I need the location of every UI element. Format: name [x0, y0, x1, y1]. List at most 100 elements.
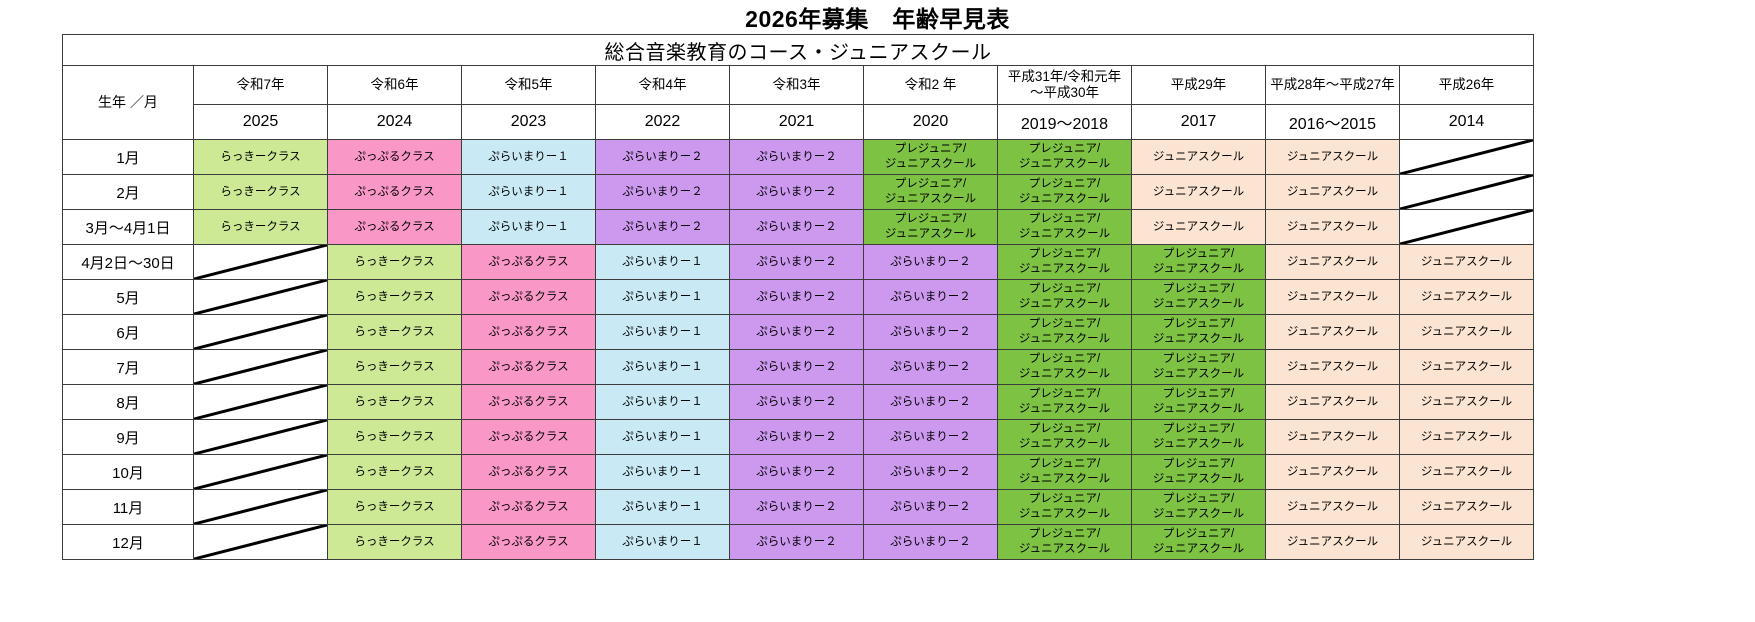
course-cell: ぷっぷるクラス — [461, 384, 596, 420]
era-label-line1: 令和7年 — [236, 77, 285, 93]
course-cell: らっきークラス — [327, 244, 462, 280]
course-cell: ジュニアスクール — [1265, 244, 1400, 280]
course-cell: ぷらいまりー２ — [863, 419, 998, 455]
table-body: 総合音楽教育のコース・ジュニアスクール 生年 ／月 令和7年 令和6年 令和5年 令和… — [61, 34, 1535, 560]
course-cell: ジュニアスクール — [1398, 314, 1535, 350]
course-cell: ジュニアスクール — [1398, 419, 1535, 455]
course-cell: らっきークラス — [193, 209, 328, 245]
course-cell: ジュニアスクール — [1265, 314, 1400, 350]
course-label-line: ジュニアスクール — [1018, 263, 1111, 275]
course-label-line: プレジュニア/ — [894, 143, 967, 156]
course-cell: ぷらいまりー１ — [595, 314, 730, 350]
course-label-line: プレジュニア/ — [1028, 353, 1101, 366]
western-year-header: 2014 — [1398, 104, 1535, 140]
course-label-line: プレジュニア/ — [1028, 213, 1101, 226]
course-cell: ぷらいまりー２ — [863, 279, 998, 315]
era-label-line1: 平成31年/令和元年 — [1007, 69, 1122, 85]
course-cell: プレジュニア/ジュニアスクール — [997, 419, 1132, 455]
course-cell: プレジュニア/ジュニアスクール — [1131, 454, 1266, 490]
course-cell: ぷっぷるクラス — [461, 349, 596, 385]
course-cell: プレジュニア/ジュニアスクール — [997, 489, 1132, 525]
course-cell: ぷらいまりー１ — [595, 384, 730, 420]
not-applicable-cell — [193, 454, 328, 490]
course-cell: ジュニアスクール — [1398, 384, 1535, 420]
course-cell: ぷっぷるクラス — [461, 489, 596, 525]
course-label-line: ジュニアスクール — [1018, 158, 1111, 170]
era-header-2016-2015: 平成28年〜平成27年 — [1265, 65, 1400, 105]
diagonal-slash-icon — [194, 420, 327, 454]
course-cell: ジュニアスクール — [1265, 419, 1400, 455]
course-cell: ぷらいまりー２ — [729, 279, 864, 315]
course-cell: プレジュニア/ジュニアスクール — [997, 174, 1132, 210]
course-cell: ジュニアスクール — [1398, 489, 1535, 525]
month-label: 5月 — [62, 279, 194, 315]
course-label-line: プレジュニア/ — [1162, 458, 1235, 471]
course-label-line: ジュニアスクール — [1018, 543, 1111, 555]
table-row: 8月 らっきークラス ぷっぷるクラス ぷらいまりー１ ぷらいまりー２ ぷらいまりー２ プレジ… — [62, 384, 1535, 420]
header-era-row: 生年 ／月 令和7年 令和6年 令和5年 令和4年 令和3年 令和2 年 平成31年/令和元… — [62, 65, 1535, 140]
course-label-line: ジュニアスクール — [1152, 333, 1245, 345]
birth-label-line1: 生年 — [98, 94, 127, 111]
course-cell: プレジュニア/ジュニアスクール — [997, 209, 1132, 245]
month-label: 9月 — [62, 419, 194, 455]
course-label-line: プレジュニア/ — [1162, 283, 1235, 296]
course-label-line: ジュニアスクール — [1018, 508, 1111, 520]
not-applicable-cell — [193, 244, 328, 280]
course-cell: らっきークラス — [327, 454, 462, 490]
course-cell: ぷっぷるクラス — [461, 454, 596, 490]
western-year-header: 2019〜2018 — [997, 104, 1132, 140]
birth-label-line2: ／月 — [129, 94, 158, 111]
era-label-line1: 令和2 年 — [904, 77, 957, 93]
era-label-line1: 令和3年 — [772, 77, 821, 93]
era-label-line1: 平成28年〜平成27年 — [1270, 77, 1395, 93]
course-cell: ぷらいまりー２ — [863, 524, 998, 560]
course-cell: らっきークラス — [327, 419, 462, 455]
western-year-header: 2020 — [863, 104, 998, 140]
course-cell: らっきークラス — [327, 384, 462, 420]
month-label: 2月 — [62, 174, 194, 210]
course-cell: プレジュニア/ジュニアスクール — [1131, 314, 1266, 350]
course-cell: らっきークラス — [327, 279, 462, 315]
course-cell: らっきークラス — [327, 314, 462, 350]
course-label-line: プレジュニア/ — [894, 178, 967, 191]
course-cell: プレジュニア/ジュニアスクール — [863, 209, 998, 245]
course-label-line: ジュニアスクール — [1018, 333, 1111, 345]
era-label-line1: 平成26年 — [1438, 77, 1495, 93]
western-year-header: 2022 — [595, 104, 730, 140]
table-row: 7月 らっきークラス ぷっぷるクラス ぷらいまりー１ ぷらいまりー２ ぷらいまりー２ プレジ… — [62, 349, 1535, 385]
course-label-line: ジュニアスクール — [1152, 298, 1245, 310]
course-label-line: プレジュニア/ — [1028, 318, 1101, 331]
western-year-header: 2017 — [1131, 104, 1266, 140]
not-applicable-cell — [193, 314, 328, 350]
course-cell: プレジュニア/ジュニアスクール — [997, 349, 1132, 385]
course-label-line: ジュニアスクール — [1152, 543, 1245, 555]
diagonal-slash-icon — [194, 455, 327, 489]
month-label: 12月 — [62, 524, 194, 560]
course-label-line: ジュニアスクール — [1152, 403, 1245, 415]
table-row: 2月 らっきークラス ぷっぷるクラス ぷらいまりー１ ぷらいまりー２ ぷらいまりー２ プレジ… — [62, 174, 1535, 210]
month-label: 10月 — [62, 454, 194, 490]
western-year-header: 2021 — [729, 104, 864, 140]
course-cell: らっきークラス — [193, 139, 328, 175]
table-row: 9月 らっきークラス ぷっぷるクラス ぷらいまりー１ ぷらいまりー２ ぷらいまりー２ プレジ… — [62, 419, 1535, 455]
course-label-line: プレジュニア/ — [1028, 528, 1101, 541]
title-bar: 2026年募集 年齢早見表 — [0, 0, 1755, 34]
not-applicable-cell — [1398, 139, 1535, 175]
course-cell: ぷらいまりー２ — [729, 139, 864, 175]
era-label-line1: 令和6年 — [370, 77, 419, 93]
course-cell: プレジュニア/ジュニアスクール — [1131, 419, 1266, 455]
course-cell: ぷっぷるクラス — [327, 174, 462, 210]
course-label-line: ジュニアスクール — [1018, 298, 1111, 310]
course-cell: ぷっぷるクラス — [327, 139, 462, 175]
month-label: 8月 — [62, 384, 194, 420]
course-cell: ジュニアスクール — [1265, 384, 1400, 420]
course-cell: ジュニアスクール — [1265, 174, 1400, 210]
course-cell: ジュニアスクール — [1265, 279, 1400, 315]
table-row: 11月 らっきークラス ぷっぷるクラス ぷらいまりー１ ぷらいまりー２ ぷらいまりー２ プレ… — [62, 489, 1535, 525]
course-cell: プレジュニア/ジュニアスクール — [1131, 489, 1266, 525]
diagonal-slash-icon — [1400, 175, 1533, 209]
course-label-line: プレジュニア/ — [1028, 283, 1101, 296]
diagonal-slash-icon — [194, 315, 327, 349]
era-label-line1: 平成29年 — [1170, 77, 1227, 93]
